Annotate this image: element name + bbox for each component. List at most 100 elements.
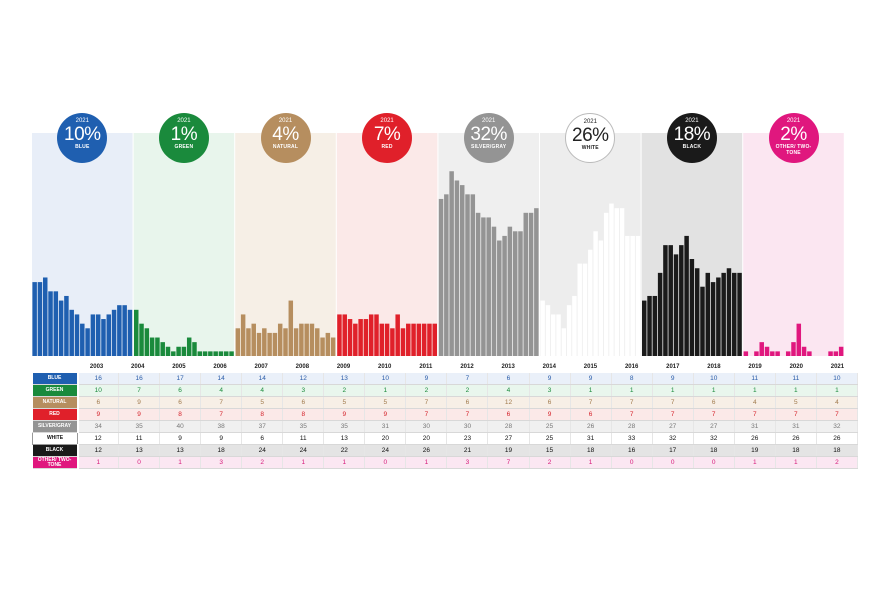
cell-other-2005: 1 [159, 456, 202, 469]
cell-natural-2011: 7 [405, 396, 448, 409]
badge-percent: 10% [64, 124, 101, 145]
bar-natural-2008 [262, 328, 267, 356]
cell-white-2018: 32 [693, 432, 735, 445]
bar-silver-2003 [438, 198, 444, 356]
bar-red-2013 [390, 328, 395, 356]
bar-blue-2010 [69, 309, 74, 356]
cell-black-2020: 18 [775, 444, 817, 457]
bar-silver-2008 [465, 194, 470, 356]
bar-natural-2015 [299, 323, 304, 356]
cell-red-2007: 8 [241, 408, 284, 421]
cell-other-2006: 3 [200, 456, 243, 469]
cell-white-2011: 20 [405, 432, 448, 445]
bar-silver-2007 [459, 185, 465, 356]
cell-other-2011: 1 [405, 456, 448, 469]
bar-red-2020 [427, 323, 432, 356]
bar-black-2005 [652, 295, 658, 356]
bar-blue-2005 [42, 277, 48, 356]
cell-blue-2011: 9 [405, 373, 448, 385]
cell-silver-2009: 35 [323, 420, 366, 433]
bar-white-2010 [577, 263, 582, 356]
bar-black-2019 [726, 268, 732, 356]
bar-other-2013 [796, 323, 802, 356]
bar-silver-2013 [491, 226, 497, 356]
badge-silver: 2021 32% SILVER/GRAY [463, 113, 514, 163]
bar-silver-2012 [486, 217, 491, 356]
row-label-black: BLACK [32, 444, 79, 457]
year-label-2007: 2007 [254, 364, 268, 370]
cell-black-2003: 12 [77, 444, 120, 457]
cell-silver-2021: 32 [816, 420, 859, 433]
table-row-white: WHITE 12 11 9 9 6 11 13 20 20 23 27 25 31 33 32 32 26 26 26 [32, 432, 859, 445]
cell-red-2004: 9 [118, 408, 161, 421]
cell-green-2005: 6 [159, 384, 202, 397]
cell-blue-2019: 11 [734, 373, 776, 385]
bar-other-2005 [754, 351, 759, 356]
bar-red-2006 [353, 323, 358, 356]
cell-red-2021: 7 [816, 408, 859, 421]
cell-blue-2010: 10 [364, 373, 407, 385]
bar-black-2007 [663, 245, 668, 356]
bar-white-2013 [593, 231, 598, 356]
badge-percent: 2% [780, 124, 807, 145]
cell-white-2017: 32 [652, 432, 694, 445]
year-label-2004: 2004 [131, 364, 145, 370]
cell-other-2020: 1 [775, 456, 817, 469]
cell-natural-2007: 5 [241, 396, 284, 409]
cell-silver-2014: 25 [529, 420, 571, 433]
cell-other-2014: 2 [529, 456, 571, 469]
bar-blue-2020 [122, 305, 127, 356]
row-label-natural: NATURAL [32, 396, 79, 409]
cell-black-2007: 24 [241, 444, 284, 457]
bar-black-2015 [705, 272, 711, 356]
bar-red-2012 [384, 323, 390, 356]
cell-red-2016: 7 [611, 408, 653, 421]
cell-blue-2005: 17 [159, 373, 202, 385]
year-label-2013: 2013 [501, 364, 515, 370]
cell-natural-2015: 7 [570, 396, 612, 409]
cell-black-2008: 24 [282, 444, 325, 457]
cell-white-2013: 27 [487, 432, 530, 445]
cell-natural-2016: 7 [611, 396, 653, 409]
year-label-2005: 2005 [172, 364, 186, 370]
bar-red-2008 [363, 319, 369, 356]
bar-silver-2019 [523, 212, 529, 356]
bar-natural-2006 [251, 323, 256, 356]
cell-other-2003: 1 [77, 456, 120, 469]
cell-green-2021: 1 [816, 384, 859, 397]
badge-year: 2021 [75, 118, 89, 124]
bar-red-2019 [421, 323, 427, 356]
cell-white-2020: 26 [775, 432, 817, 445]
cell-natural-2021: 4 [816, 396, 859, 409]
bar-white-2006 [556, 314, 561, 356]
cell-white-2006: 9 [200, 432, 243, 445]
bar-blue-2017 [106, 314, 112, 356]
cell-green-2009: 2 [323, 384, 366, 397]
bar-blue-2008 [58, 300, 64, 356]
cell-red-2003: 9 [77, 408, 120, 421]
bar-natural-2016 [304, 323, 309, 356]
cell-green-2003: 10 [77, 384, 120, 397]
bar-silver-2015 [502, 235, 507, 356]
cell-blue-2015: 9 [570, 373, 612, 385]
bar-black-2017 [716, 277, 721, 356]
bar-green-2006 [149, 337, 155, 356]
cell-other-2007: 2 [241, 456, 284, 469]
bar-natural-2003 [235, 328, 241, 356]
bar-natural-2020 [325, 332, 331, 356]
cell-black-2005: 13 [159, 444, 202, 457]
bar-blue-2019 [117, 305, 122, 356]
bar-white-2007 [561, 328, 567, 356]
badge-year: 2021 [482, 118, 496, 124]
bar-black-2014 [700, 286, 705, 356]
cell-white-2019: 26 [734, 432, 776, 445]
bar-natural-2014 [293, 328, 299, 356]
bar-black-2021 [737, 272, 742, 356]
cell-black-2015: 18 [570, 444, 612, 457]
bar-other-2020 [833, 351, 839, 356]
cell-green-2014: 3 [529, 384, 571, 397]
cell-black-2011: 26 [405, 444, 448, 457]
year-label-2010: 2010 [377, 364, 392, 370]
cell-green-2004: 7 [118, 384, 161, 397]
cell-white-2007: 6 [241, 432, 284, 445]
